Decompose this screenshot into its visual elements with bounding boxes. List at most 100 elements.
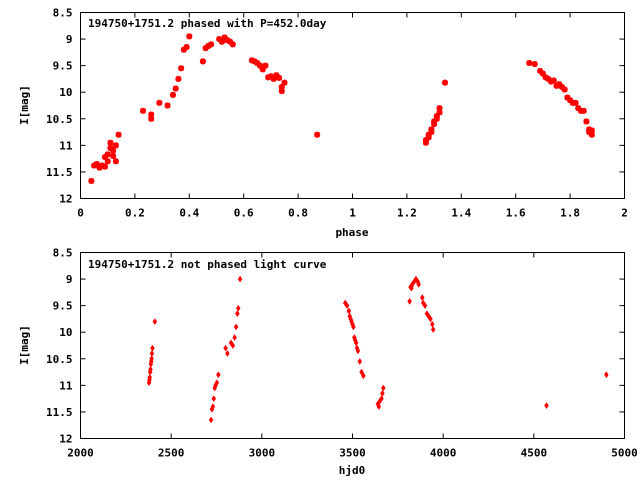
- data-point: [208, 41, 215, 48]
- data-point: [96, 164, 103, 171]
- phased-light-curve-panel: 194750+1751.2 phased with P=452.0day pha…: [18, 7, 628, 240]
- data-point: [101, 154, 108, 161]
- data-point: [416, 280, 421, 288]
- data-point: [355, 347, 361, 355]
- x-tick-label: 2000: [67, 447, 94, 460]
- x-tick-label: 3500: [339, 447, 366, 460]
- data-point: [225, 350, 230, 357]
- data-point: [149, 355, 154, 363]
- data-point: [428, 126, 435, 133]
- data-point: [376, 403, 382, 411]
- y-tick-label: 11.5: [46, 406, 73, 419]
- data-point: [604, 371, 609, 379]
- data-point: [175, 75, 182, 82]
- chart-title: 194750+1751.2 not phased light curve: [88, 258, 327, 271]
- x-tick-label: 1.4: [451, 207, 471, 220]
- data-point: [235, 310, 240, 318]
- data-point: [561, 86, 568, 93]
- x-axis-label: phase: [335, 226, 368, 239]
- data-point: [433, 113, 440, 120]
- x-tick-label: 3000: [249, 447, 276, 460]
- unphased-light-curve-panel: 194750+1751.2 not phased light curve hjd…: [18, 247, 638, 478]
- data-point: [407, 297, 412, 305]
- data-point: [110, 147, 117, 154]
- data-point: [237, 275, 243, 283]
- data-point: [223, 344, 228, 352]
- x-tick-label: 0.8: [288, 207, 308, 220]
- x-tick-label: 4000: [430, 447, 457, 460]
- data-point: [422, 137, 429, 144]
- y-tick-label: 9.5: [53, 60, 73, 73]
- data-point: [344, 302, 350, 310]
- y-tick-label: 10: [59, 326, 72, 339]
- data-point: [180, 46, 187, 53]
- data-point: [233, 323, 239, 331]
- data-point: [172, 85, 179, 92]
- y-axis-label: I[mag]: [18, 325, 31, 365]
- y-tick-label: 9.5: [53, 300, 73, 313]
- data-point: [186, 33, 193, 40]
- data-point: [278, 83, 285, 90]
- data-point: [361, 372, 366, 380]
- data-point: [230, 342, 236, 349]
- data-point: [548, 78, 555, 85]
- data-point: [526, 59, 533, 66]
- axis-ticks: 2000 2500 3000 3500 4000 4500 5000 8.5 9 9.5 10 10.…: [46, 247, 638, 460]
- data-point: [210, 403, 216, 411]
- data-point: [531, 61, 538, 68]
- data-point: [216, 371, 221, 379]
- data-point: [436, 105, 443, 112]
- data-point: [558, 83, 565, 90]
- data-point: [314, 131, 321, 138]
- data-point: [149, 350, 155, 357]
- data-point: [248, 57, 255, 64]
- x-tick-label: 4500: [521, 447, 548, 460]
- data-point: [208, 416, 214, 424]
- data-point: [107, 139, 114, 146]
- data-point: [229, 41, 236, 48]
- data-point: [148, 111, 155, 118]
- data-point: [216, 36, 223, 43]
- data-point: [422, 302, 428, 310]
- data-point: [147, 373, 153, 381]
- data-point: [567, 97, 574, 104]
- plot-frame: [80, 252, 625, 439]
- y-tick-label: 12: [59, 193, 72, 206]
- data-point: [152, 318, 158, 326]
- data-point: [353, 339, 359, 347]
- data-point: [254, 59, 261, 66]
- y-tick-label: 8.5: [53, 7, 73, 20]
- x-tick-label: 1.8: [560, 207, 580, 220]
- data-point: [99, 162, 106, 169]
- data-point: [140, 107, 147, 114]
- x-tick-label: 0.4: [179, 207, 199, 220]
- x-tick-label: 1.6: [506, 207, 526, 220]
- data-point: [257, 62, 264, 69]
- axis-ticks: 0 0.2 0.4 0.6 0.8 1 1.2 1.4 1.6 1.8 2 8.5 9 9.5 10 10.5…: [46, 7, 628, 220]
- x-tick-label: 2500: [158, 447, 185, 460]
- data-point: [379, 395, 384, 403]
- data-point: [218, 38, 225, 45]
- data-point: [420, 294, 425, 302]
- data-point: [273, 72, 280, 79]
- data-point: [357, 357, 363, 365]
- data-point: [211, 395, 217, 403]
- x-tick-label: 2: [621, 207, 628, 220]
- y-tick-label: 10.5: [46, 113, 73, 126]
- x-tick-label: 0.6: [234, 207, 254, 220]
- x-tick-label: 0: [77, 207, 84, 220]
- data-point: [104, 151, 111, 158]
- x-tick-label: 1: [349, 207, 356, 220]
- data-point: [202, 45, 209, 52]
- data-point: [112, 158, 119, 165]
- data-point: [441, 79, 448, 86]
- data-point: [107, 145, 114, 152]
- data-point: [259, 66, 266, 73]
- data-point: [281, 79, 288, 86]
- data-point: [544, 402, 549, 410]
- data-point: [93, 160, 100, 167]
- data-point: [214, 379, 220, 387]
- y-tick-label: 11: [59, 139, 73, 152]
- data-point: [580, 107, 587, 114]
